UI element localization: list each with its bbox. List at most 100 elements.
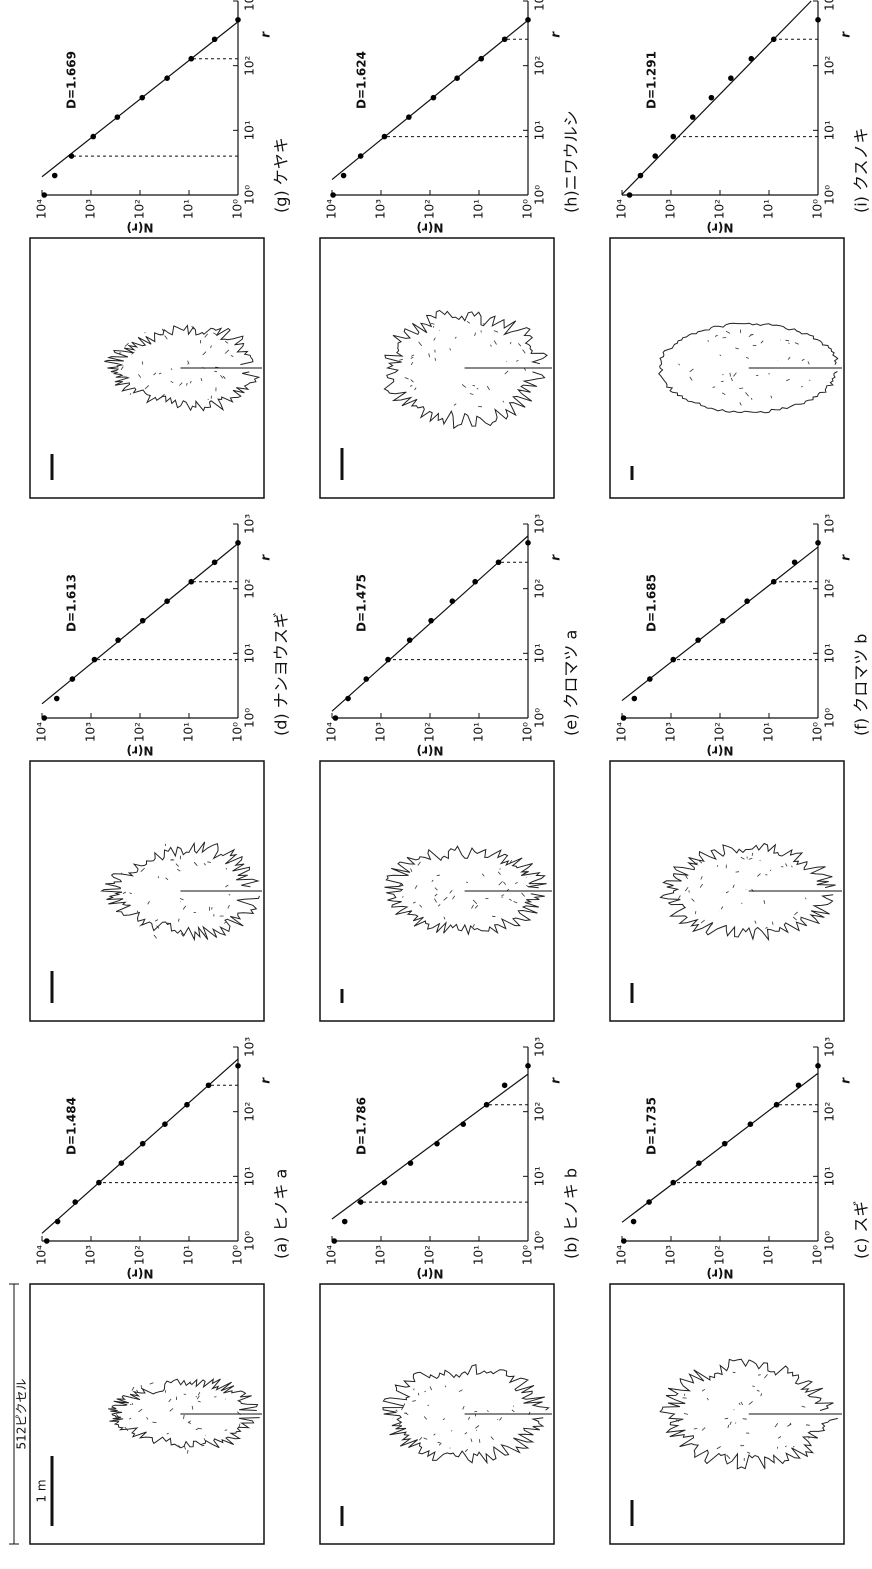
tree-detail — [140, 867, 145, 872]
tree-detail — [184, 1445, 186, 1450]
tree-detail — [419, 904, 423, 908]
tree-detail — [516, 359, 519, 362]
y-tick-label: 10⁴ — [615, 1245, 629, 1265]
panel-caption: (a) ヒノキ a — [272, 1169, 291, 1259]
tree-detail — [763, 900, 766, 904]
x-tick-label: 10¹ — [243, 120, 257, 140]
data-point — [646, 1199, 652, 1205]
x-axis-label: r — [259, 31, 273, 38]
fit-line — [621, 1072, 819, 1223]
tree-detail — [733, 1409, 735, 1411]
y-tick-label: 10³ — [84, 1245, 98, 1265]
fit-line — [621, 546, 819, 702]
data-point — [449, 598, 456, 605]
tree-detail — [214, 1396, 217, 1398]
data-point — [164, 598, 170, 605]
data-point — [670, 656, 677, 663]
data-point — [795, 1082, 802, 1089]
fit-line — [331, 535, 529, 712]
tree-detail — [220, 375, 224, 379]
x-tick-label: 10⁰ — [533, 708, 547, 728]
tree-detail — [729, 372, 731, 377]
tree-detail — [700, 919, 705, 924]
tree-detail — [523, 870, 528, 875]
tree-detail — [808, 1436, 811, 1439]
panel-caption: (d) ナンヨウスギ — [272, 612, 291, 736]
x-tick-label: 10² — [533, 55, 547, 75]
y-tick-label: 10⁰ — [521, 722, 535, 742]
y-tick-label: 10⁴ — [325, 1245, 339, 1265]
tree-detail — [786, 378, 790, 382]
tree-detail — [732, 1371, 736, 1374]
x-axis-label: r — [549, 1077, 563, 1084]
data-point — [696, 1160, 702, 1166]
y-tick-label: 10³ — [664, 1245, 678, 1265]
data-point — [406, 114, 412, 120]
y-tick-label: 10¹ — [182, 199, 196, 219]
tree-detail — [196, 1395, 200, 1400]
x-tick-label: 10¹ — [823, 1166, 837, 1186]
tree-detail — [428, 353, 430, 358]
tree-detail — [700, 876, 703, 880]
x-tick-label: 10³ — [243, 1037, 257, 1057]
tree-detail — [508, 898, 512, 901]
y-tick-label: 10² — [423, 1245, 437, 1265]
tree-detail — [509, 341, 512, 345]
x-tick-label: 10² — [243, 578, 257, 598]
x-tick-label: 10³ — [243, 514, 257, 534]
tree-detail — [437, 904, 441, 907]
data-point — [54, 1218, 61, 1225]
data-point — [41, 715, 48, 721]
tree-detail — [504, 370, 509, 375]
data-point — [631, 695, 638, 702]
tree-detail — [153, 372, 157, 376]
tree-detail — [765, 926, 768, 929]
x-tick-label: 10² — [823, 1101, 837, 1121]
tree-detail — [419, 1436, 423, 1441]
tree-detail — [197, 1400, 201, 1403]
tree-detail — [224, 1429, 228, 1431]
tree-detail — [792, 1445, 795, 1448]
x-tick-label: 10³ — [243, 0, 257, 11]
tree-detail — [165, 877, 169, 881]
tree-detail — [742, 1418, 747, 1420]
tree-detail — [526, 884, 530, 888]
tree-detail — [399, 1421, 402, 1426]
tree-detail — [709, 923, 713, 927]
tree-detail — [444, 1385, 447, 1388]
x-tick-label: 10³ — [533, 1037, 547, 1057]
tree-detail — [726, 1454, 731, 1459]
data-point — [647, 676, 653, 682]
data-point — [407, 1160, 414, 1166]
x-tick-label: 10¹ — [533, 643, 547, 663]
panel-caption: (i) クスノキ — [852, 127, 871, 213]
tree-detail — [698, 860, 703, 864]
tree-detail — [224, 349, 230, 354]
tree-detail — [787, 356, 791, 360]
panel-caption: (h)ニワウルシ — [562, 110, 581, 213]
tree-detail — [170, 380, 174, 384]
tree-detail — [760, 1393, 763, 1397]
tree-detail — [466, 881, 469, 884]
tree-detail — [120, 366, 124, 371]
panel-caption: (g) ケヤキ — [272, 137, 291, 213]
x-tick-label: 10³ — [823, 1037, 837, 1057]
tree-detail — [187, 360, 190, 365]
data-point — [164, 75, 170, 82]
y-tick-label: 10² — [133, 199, 147, 219]
slope-annotation: D=1.685 — [645, 574, 659, 632]
image-frame — [609, 1283, 845, 1545]
tree-detail — [122, 891, 127, 894]
data-point — [340, 172, 347, 179]
tree-detail — [688, 890, 690, 893]
y-tick-label: 10⁰ — [811, 199, 825, 219]
tree-detail — [227, 862, 230, 864]
y-axis-label: N(r) — [707, 1267, 734, 1281]
tree-detail — [694, 911, 697, 914]
tree-detail — [414, 387, 417, 391]
x-tick-label: 10⁰ — [533, 185, 547, 205]
y-tick-label: 10³ — [84, 199, 98, 219]
y-axis-label: N(r) — [127, 221, 154, 235]
tree-detail — [434, 349, 436, 353]
data-point — [483, 1101, 490, 1108]
